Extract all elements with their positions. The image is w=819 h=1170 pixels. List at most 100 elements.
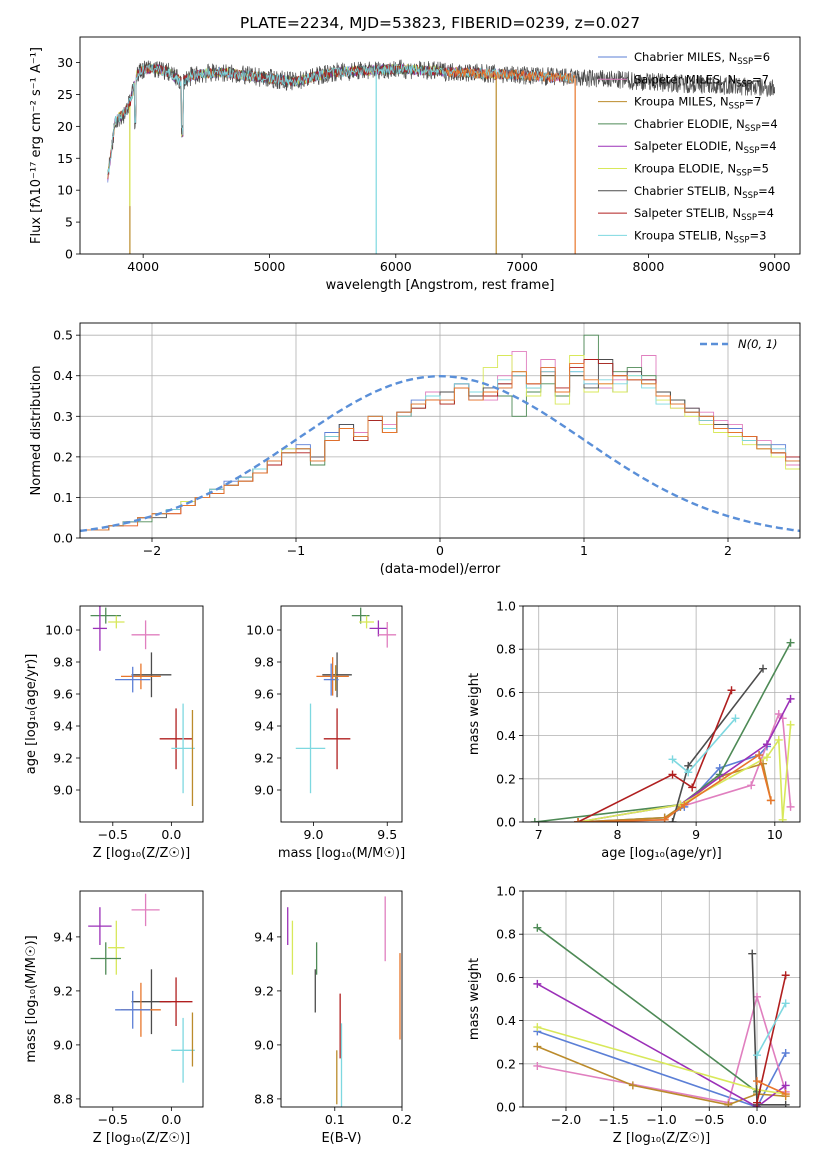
axes-spectrum: 4000 5000 6000 7000 8000 9000 0 5 10 15 20 25 30 wave… xyxy=(29,36,801,293)
y-tick-label: 30 xyxy=(57,55,73,70)
weight-marker xyxy=(727,686,736,695)
legend-suffix: =4 xyxy=(761,117,778,131)
legend-entry: Kroupa STELIB, NSSP=3 xyxy=(634,228,766,245)
plot-area-mass_weight_vs_age xyxy=(530,638,795,822)
x-tick-label: 0.0 xyxy=(161,827,181,842)
x-tick-label: 1 xyxy=(580,543,588,558)
y-tick-label: 1.0 xyxy=(496,599,516,614)
errorbar-point xyxy=(90,942,121,975)
legend: N(0, 1) xyxy=(700,337,778,351)
x-tick-label: −0.5 xyxy=(98,1112,128,1127)
weight-marker xyxy=(668,755,677,764)
weight-marker xyxy=(753,1051,762,1060)
weight-marker xyxy=(747,781,756,790)
weight-marker xyxy=(731,714,740,723)
y-tick-label: 0.2 xyxy=(53,449,73,464)
axes-frame xyxy=(79,890,204,1108)
errorbar-point xyxy=(378,622,397,648)
x-tick-label: 0.2 xyxy=(392,1112,412,1127)
errorbar-point xyxy=(316,657,349,696)
y-tick-label: 0.4 xyxy=(496,728,516,743)
weight-marker xyxy=(668,818,677,822)
legend-label: Kroupa MILES, N xyxy=(634,95,729,109)
y-tick-label: 10.0 xyxy=(45,623,73,638)
errorbar-point xyxy=(131,620,160,650)
errorbar-point xyxy=(131,893,160,927)
weight-marker xyxy=(781,1100,790,1107)
legend-entry: N(0, 1) xyxy=(738,337,778,351)
y-tick-label: 5 xyxy=(65,215,73,230)
weight-marker xyxy=(762,740,771,749)
spectrum-line xyxy=(445,66,576,84)
weight-marker xyxy=(533,1042,542,1051)
panel-residuals: −2 −1 0 1 2 0.0 0.1 0.2 0.3 0.4 0.5 (data-model)/er… xyxy=(29,322,801,577)
axes-frame xyxy=(280,605,403,823)
weight-marker xyxy=(533,1023,542,1032)
legend-suffix: =5 xyxy=(752,162,769,176)
panel-mass_vs_Z: −0.5 0.0 8.8 9.0 9.2 9.4 Z [log₁₀(Z/Z☉)] mass [… xyxy=(24,890,204,1146)
errorbar-point xyxy=(88,907,112,945)
legend-label: Salpeter STELIB, N xyxy=(634,206,741,220)
x-axis-label: (data-model)/error xyxy=(380,562,501,577)
weight-line xyxy=(537,1030,787,1107)
x-tick-label: −0.5 xyxy=(98,827,128,842)
y-tick-label: 9.0 xyxy=(254,783,274,798)
errorbar-point xyxy=(323,708,351,770)
weight-marker xyxy=(786,694,795,703)
x-axis-label: Z [log₁₀(Z/Z☉)] xyxy=(613,1131,710,1146)
weight-marker xyxy=(759,759,768,768)
x-tick-label: 9 xyxy=(692,827,700,842)
weight-line xyxy=(536,927,758,1093)
legend-sub: SSP xyxy=(729,102,745,112)
y-tick-label: 0 xyxy=(65,247,73,262)
legend-entry: Chabrier MILES, NSSP=6 xyxy=(634,50,770,67)
x-tick-label: 9.0 xyxy=(304,827,324,842)
x-tick-label: 8 xyxy=(613,827,621,842)
weight-marker xyxy=(748,949,757,958)
legend-label: Chabrier ELODIE, N xyxy=(634,117,745,131)
errorbar-point xyxy=(108,920,125,975)
weight-line xyxy=(756,1002,787,1056)
legend-suffix: =3 xyxy=(749,228,766,242)
y-tick-label: 9.8 xyxy=(254,655,274,670)
legend-sub: SSP xyxy=(736,79,752,89)
weight-marker xyxy=(688,783,697,792)
y-tick-label: 0.2 xyxy=(496,1056,516,1071)
y-tick-label: 9.2 xyxy=(53,983,73,998)
legend-sub: SSP xyxy=(734,235,750,245)
weight-marker xyxy=(755,751,764,760)
legend-entry: Salpeter ELODIE, NSSP=4 xyxy=(634,139,777,156)
errorbar-point xyxy=(115,990,151,1029)
legend-entry: Chabrier ELODIE, NSSP=4 xyxy=(634,117,778,134)
y-tick-label: 9.2 xyxy=(254,751,274,766)
errorbar-point xyxy=(171,703,195,794)
weight-marker xyxy=(781,1049,790,1057)
weight-marker xyxy=(530,818,539,822)
y-tick-label: 0.6 xyxy=(496,970,516,985)
panel-age_vs_Z: −0.5 0.0 9.0 9.2 9.4 9.6 9.8 10.0 Z [log₁₀(Z/Z☉)… xyxy=(24,605,204,861)
weight-marker xyxy=(781,1090,790,1099)
y-tick-label: 0.6 xyxy=(496,685,516,700)
axes-frame xyxy=(79,605,204,823)
x-axis-label: Z [log₁₀(Z/Z☉)] xyxy=(93,846,190,861)
plot-area-mass_vs_EBV xyxy=(287,896,401,1107)
x-tick-label: 0.1 xyxy=(325,1112,345,1127)
weight-marker xyxy=(753,1077,762,1086)
panel-mass_weight_vs_Z: −2.0 −1.5 −1.0 −0.5 0.0 0.0 0.2 0.4 0.6 0.8 1.0 Z [… xyxy=(467,884,801,1146)
x-axis-label: Z [log₁₀(Z/Z☉)] xyxy=(93,1131,190,1146)
legend-sub: SSP xyxy=(737,57,753,67)
y-tick-label: 10.0 xyxy=(246,623,274,638)
legend-label: Kroupa STELIB, N xyxy=(634,228,734,242)
y-tick-label: 1.0 xyxy=(496,884,516,899)
weight-marker xyxy=(759,664,768,673)
x-tick-label: −0.5 xyxy=(694,1112,724,1127)
x-axis-label: wavelength [Angstrom, rest frame] xyxy=(326,278,555,293)
x-tick-label: −1 xyxy=(287,543,305,558)
y-tick-label: 9.2 xyxy=(53,751,73,766)
axes-frame xyxy=(522,605,801,823)
y-tick-label: 0.5 xyxy=(53,328,73,343)
plot-area-mass_weight_vs_Z xyxy=(533,923,790,1107)
y-axis-label: Flux [fλ10⁻¹⁷ erg cm⁻² s⁻¹ A⁻¹] xyxy=(29,47,44,244)
weight-line xyxy=(756,1080,787,1095)
errorbar-point xyxy=(121,663,161,690)
